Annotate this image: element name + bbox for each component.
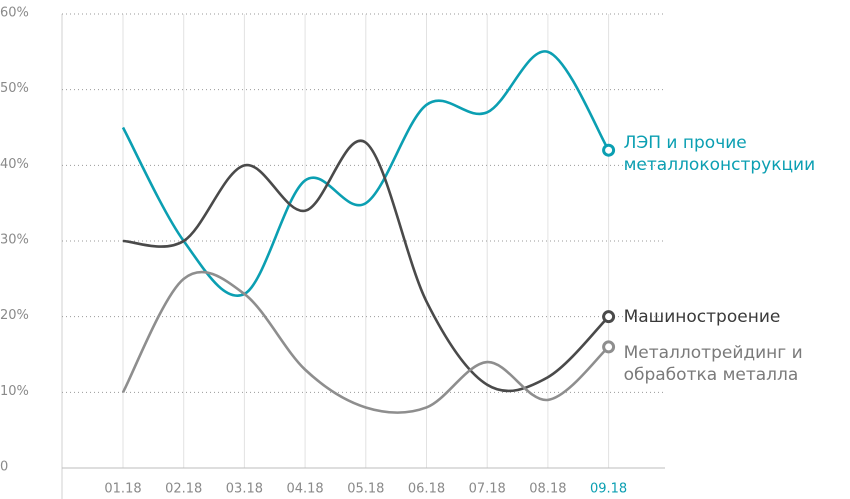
y-tick-label: 30% [0, 233, 29, 248]
y-tick-label: 40% [0, 157, 29, 172]
x-tick-label: 01.18 [104, 482, 141, 497]
end-marker [602, 310, 616, 324]
y-tick-label: 10% [0, 384, 29, 399]
end-marker [602, 340, 616, 354]
x-tick-label: 06.18 [408, 482, 445, 497]
x-tick-label: 09.18 [590, 482, 627, 497]
series-label: ЛЭП и прочие металлоконструкции [623, 133, 816, 176]
x-tick-label: 05.18 [347, 482, 384, 497]
y-tick-label: 60% [0, 6, 29, 21]
x-tick-label: 07.18 [469, 482, 506, 497]
y-tick-label: 0 [0, 460, 8, 475]
x-tick-label: 03.18 [226, 482, 263, 497]
y-tick-label: 20% [0, 308, 29, 323]
series-label: Металлотрейдинг и обработка металла [623, 342, 803, 385]
series-line [122, 139, 610, 393]
series-line [121, 270, 610, 414]
x-tick-label: 08.18 [529, 482, 566, 497]
end-marker [602, 143, 616, 157]
series-line [121, 50, 610, 297]
y-tick-label: 50% [0, 81, 29, 96]
x-tick-label: 04.18 [286, 482, 323, 497]
x-tick-label: 02.18 [165, 482, 202, 497]
series-label: Машиностроение [623, 306, 781, 327]
